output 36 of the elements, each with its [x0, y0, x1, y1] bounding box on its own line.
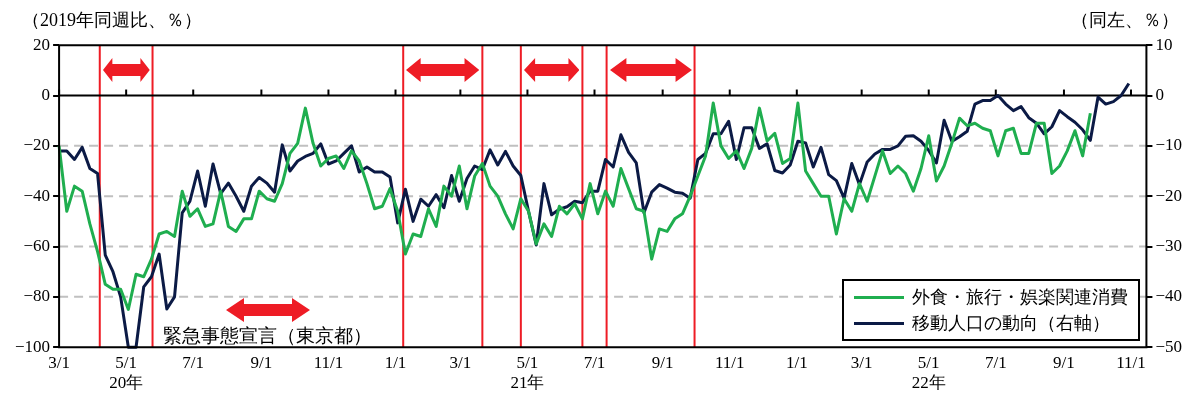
x-tick-label: 11/1	[714, 352, 745, 372]
y-axis-title: （2019年同週比、％）	[22, 9, 202, 32]
y2-tick-label: −10	[1155, 135, 1183, 155]
y2-tick-label: 0	[1155, 85, 1164, 104]
y-tick-label: 20	[33, 34, 51, 54]
x-tick-label: 1/1	[785, 352, 808, 372]
y-tick-label: −20	[23, 135, 51, 155]
x-tick-label: 11/1	[313, 352, 344, 372]
x-tick-label: 5/1 21年	[510, 352, 545, 393]
x-tick-label: 1/1	[384, 352, 407, 372]
y-tick-label: −80	[23, 286, 51, 306]
y-tick-label: −60	[23, 236, 51, 255]
x-tick-label: 7/1	[984, 352, 1007, 372]
annotation: 緊急事態宣言（東京都）	[163, 324, 373, 349]
y2-tick-label: −50	[1155, 336, 1183, 356]
y2-tick-label: −40	[1155, 286, 1183, 306]
x-tick-label: 5/1 22年	[911, 352, 946, 393]
y-tick-label: −40	[23, 185, 51, 205]
x-tick-label: 7/1	[583, 352, 606, 372]
x-tick-label: 7/1	[182, 352, 205, 372]
y-tick-label: 0	[41, 85, 51, 104]
x-tick-label: 9/1	[651, 352, 674, 372]
y2-tick-label: −30	[1155, 236, 1183, 255]
y2-tick-label: 10	[1155, 34, 1173, 54]
x-tick-label: 11/1	[1116, 352, 1146, 372]
x-tick-label: 9/1	[250, 352, 273, 372]
y-tick-label: −100	[14, 336, 51, 356]
x-tick-label: 3/1	[449, 352, 472, 372]
x-tick-label: 5/1 20年	[109, 352, 144, 393]
x-tick-label: 3/1	[850, 352, 873, 372]
x-tick-label: 3/1	[48, 352, 70, 372]
y2-tick-label: −20	[1155, 185, 1183, 205]
y2-axis-title: （同左、％）	[1071, 9, 1179, 32]
x-tick-label: 9/1	[1053, 352, 1075, 372]
legend-label: 移動人口の動向（右軸）	[912, 312, 1111, 336]
legend-label: 外食・旅行・娯楽関連消費	[912, 286, 1129, 310]
